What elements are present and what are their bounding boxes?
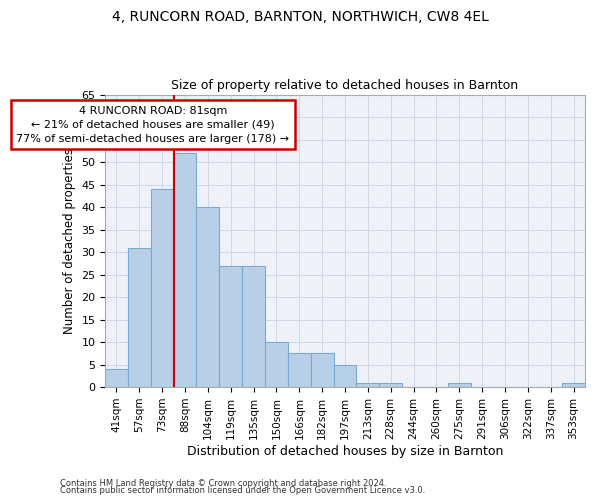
Bar bbox=[288, 354, 311, 387]
Y-axis label: Number of detached properties: Number of detached properties bbox=[62, 148, 76, 334]
Bar bbox=[128, 248, 151, 387]
Bar bbox=[220, 266, 242, 387]
Bar bbox=[356, 382, 379, 387]
Bar bbox=[379, 382, 402, 387]
Text: 4 RUNCORN ROAD: 81sqm
← 21% of detached houses are smaller (49)
77% of semi-deta: 4 RUNCORN ROAD: 81sqm ← 21% of detached … bbox=[16, 106, 290, 144]
Bar bbox=[334, 364, 356, 387]
Bar bbox=[173, 153, 196, 387]
Bar bbox=[242, 266, 265, 387]
Bar bbox=[105, 369, 128, 387]
X-axis label: Distribution of detached houses by size in Barnton: Distribution of detached houses by size … bbox=[187, 444, 503, 458]
Bar bbox=[265, 342, 288, 387]
Bar bbox=[562, 382, 585, 387]
Text: 4, RUNCORN ROAD, BARNTON, NORTHWICH, CW8 4EL: 4, RUNCORN ROAD, BARNTON, NORTHWICH, CW8… bbox=[112, 10, 488, 24]
Title: Size of property relative to detached houses in Barnton: Size of property relative to detached ho… bbox=[172, 79, 518, 92]
Bar bbox=[448, 382, 471, 387]
Bar bbox=[151, 189, 173, 387]
Text: Contains HM Land Registry data © Crown copyright and database right 2024.: Contains HM Land Registry data © Crown c… bbox=[60, 478, 386, 488]
Bar bbox=[196, 207, 220, 387]
Bar bbox=[311, 354, 334, 387]
Text: Contains public sector information licensed under the Open Government Licence v3: Contains public sector information licen… bbox=[60, 486, 425, 495]
